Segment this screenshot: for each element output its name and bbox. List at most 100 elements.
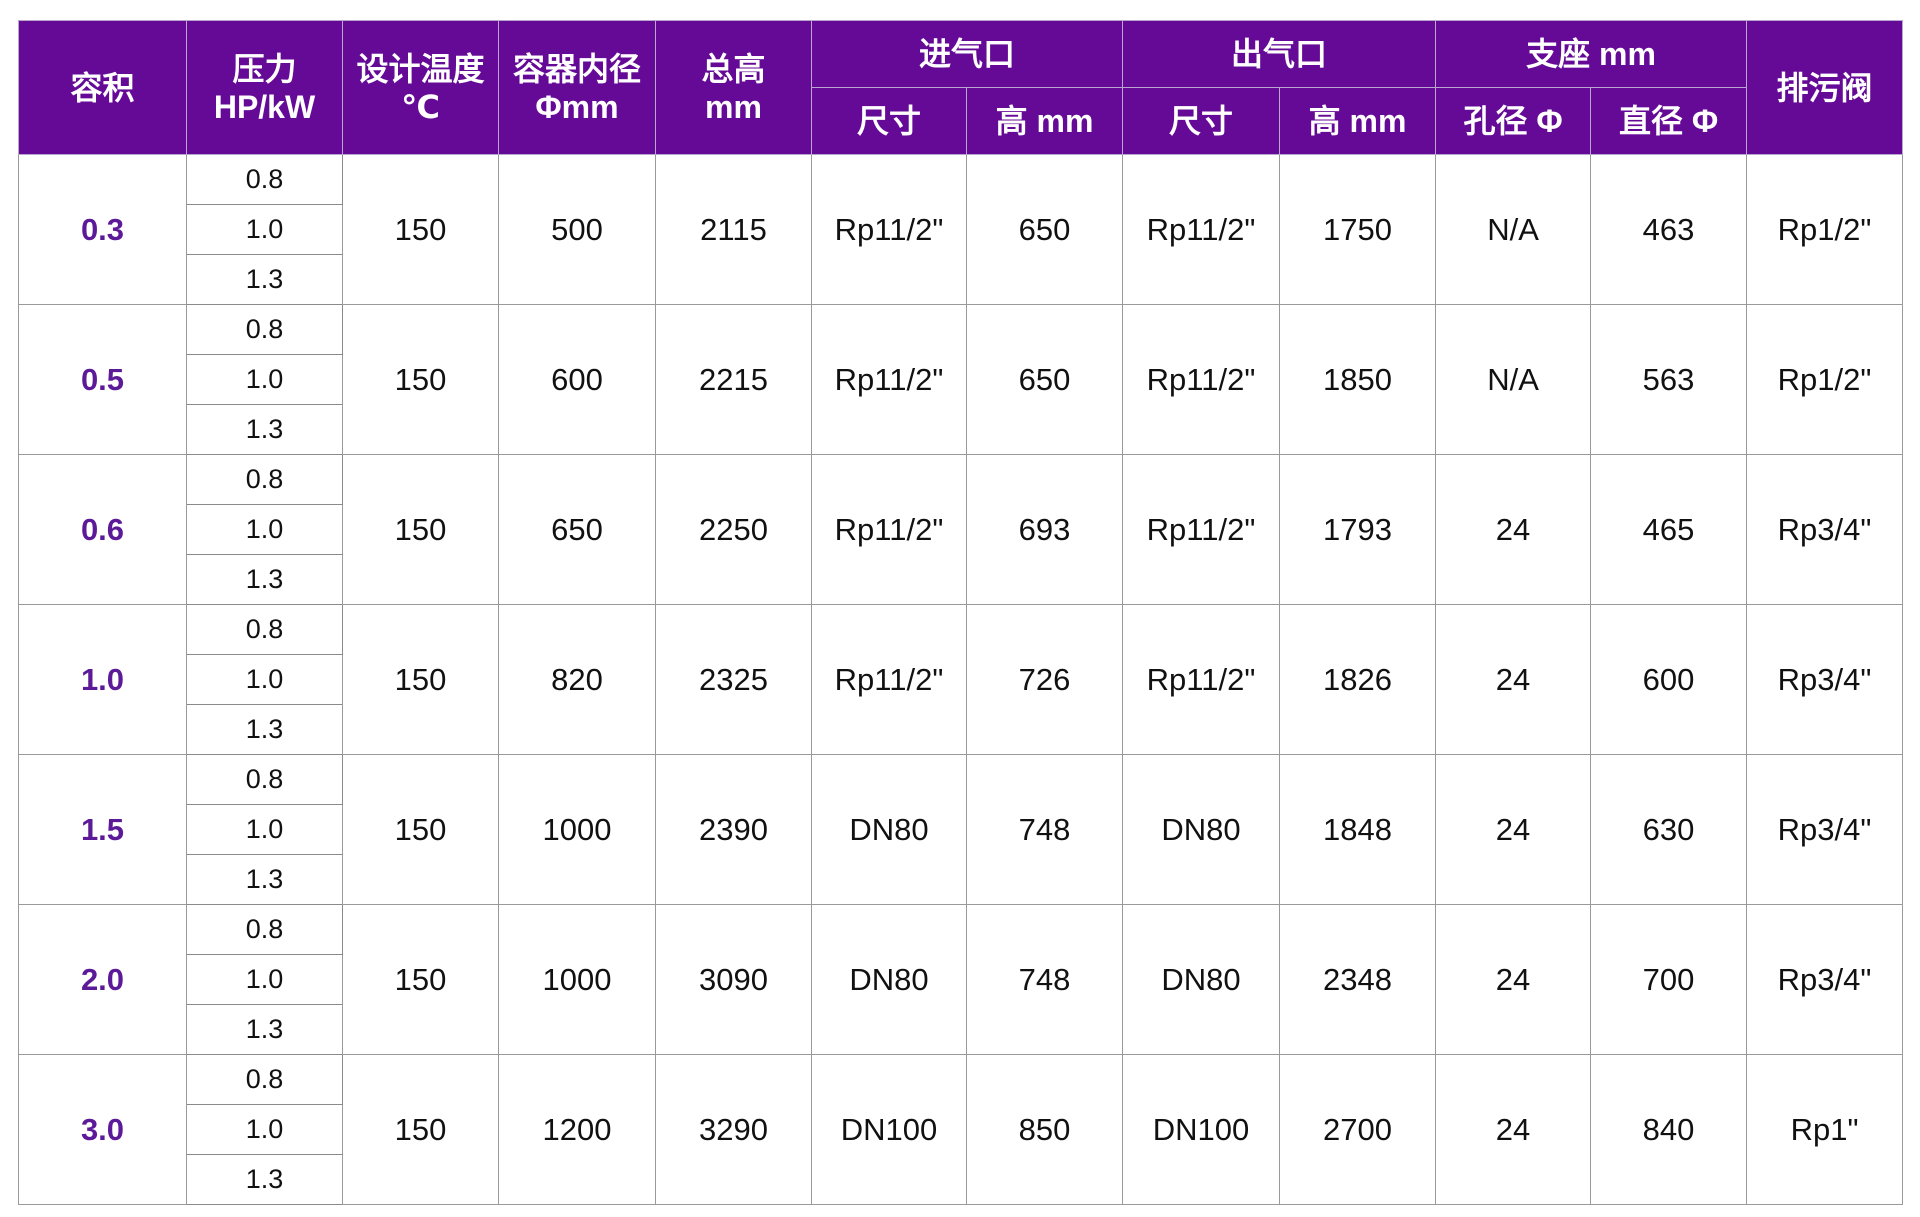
cell-pressure: 0.8 xyxy=(186,604,343,655)
cell-inner-diameter: 500 xyxy=(498,154,656,305)
cell-inlet-size: Rp11/2" xyxy=(811,154,967,305)
cell-pressure: 1.3 xyxy=(186,1154,343,1205)
cell-outlet-size: DN100 xyxy=(1122,1054,1281,1205)
cell-pressure: 1.0 xyxy=(186,204,343,255)
cell-capacity: 0.5 xyxy=(18,304,187,455)
cell-pressure: 0.8 xyxy=(186,904,343,955)
cell-hole-diameter: 24 xyxy=(1435,904,1592,1055)
cell-hole-diameter: N/A xyxy=(1435,154,1592,305)
header-label: 设计温度 xyxy=(356,50,485,87)
cell-pressure: 1.0 xyxy=(186,654,343,705)
cell-pressure: 1.0 xyxy=(186,804,343,855)
cell-capacity: 2.0 xyxy=(18,904,187,1055)
cell-outlet-height: 2348 xyxy=(1279,904,1437,1055)
cell-pressure: 1.0 xyxy=(186,954,343,1005)
cell-support-diameter: 600 xyxy=(1590,604,1748,755)
cell-hole-diameter: 24 xyxy=(1435,604,1592,755)
header-label: 压力 xyxy=(232,50,297,87)
cell-inlet-height: 650 xyxy=(965,304,1124,455)
cell-inlet-height: 748 xyxy=(965,904,1124,1055)
header-capacity: 容积 xyxy=(18,20,187,155)
cell-inlet-size: DN100 xyxy=(811,1054,967,1205)
cell-inner-diameter: 1000 xyxy=(498,754,656,905)
header-outlet-size: 尺寸 xyxy=(1122,87,1281,155)
cell-outlet-height: 1848 xyxy=(1279,754,1437,905)
table-row: 1.3 xyxy=(19,854,1920,905)
cell-inner-diameter: 1000 xyxy=(498,904,656,1055)
cell-inner-diameter: 820 xyxy=(498,604,656,755)
cell-pressure: 1.0 xyxy=(186,504,343,555)
cell-support-diameter: 840 xyxy=(1590,1054,1748,1205)
cell-outlet-height: 2700 xyxy=(1279,1054,1437,1205)
cell-inlet-size: Rp11/2" xyxy=(811,604,967,755)
header-support-diameter: 直径 Φ xyxy=(1590,87,1748,155)
table-body: 0.3 0.8 150 500 2115 Rp11/2" 650 Rp11/2" 1750 N/A… xyxy=(18,154,1920,1205)
header-inlet-size: 尺寸 xyxy=(811,87,967,155)
cell-design-temp: 150 xyxy=(342,604,499,755)
cell-inner-diameter: 1200 xyxy=(498,1054,656,1205)
cell-inlet-size: DN80 xyxy=(811,904,967,1055)
header-design-temp: 设计温度 ℃ xyxy=(342,20,499,155)
cell-hole-diameter: N/A xyxy=(1435,304,1592,455)
cell-inlet-height: 693 xyxy=(965,454,1124,605)
table-row: 2.0 0.8 150 1000 3090 DN80 748 DN80 2348 24 700 Rp3… xyxy=(18,904,1920,1055)
cell-support-diameter: 630 xyxy=(1590,754,1748,905)
cell-pressure: 0.8 xyxy=(186,454,343,505)
cell-pressure: 0.8 xyxy=(186,154,343,205)
cell-total-height: 3090 xyxy=(655,904,812,1055)
header-hole-diameter: 孔径 Φ xyxy=(1435,87,1592,155)
cell-design-temp: 150 xyxy=(342,904,499,1055)
cell-pressure: 0.8 xyxy=(186,304,343,355)
cell-pressure: 1.0 xyxy=(186,1104,343,1155)
table-row: 0.6 0.8 150 650 2250 Rp11/2" 693 Rp11/2" 1793 24 4… xyxy=(18,454,1920,605)
cell-capacity: 1.5 xyxy=(18,754,187,905)
table-row: 1.3 xyxy=(19,254,1920,305)
cell-inlet-size: Rp11/2" xyxy=(811,454,967,605)
header-inner-diameter: 容器内径 Φmm xyxy=(498,20,656,155)
cell-outlet-height: 1826 xyxy=(1279,604,1437,755)
header-outlet-height: 高 mm xyxy=(1279,87,1437,155)
header-pressure: 压力 HP/kW xyxy=(186,20,343,155)
cell-capacity: 0.6 xyxy=(18,454,187,605)
header-inlet-height: 高 mm xyxy=(965,87,1124,155)
cell-total-height: 2115 xyxy=(655,154,812,305)
cell-design-temp: 150 xyxy=(342,304,499,455)
table-row: 0.5 0.8 150 600 2215 Rp11/2" 650 Rp11/2" 1850 N/A… xyxy=(18,304,1920,455)
cell-inlet-height: 726 xyxy=(965,604,1124,755)
cell-hole-diameter: 24 xyxy=(1435,454,1592,605)
cell-outlet-size: Rp11/2" xyxy=(1122,454,1281,605)
header-label: 容积 xyxy=(70,69,135,106)
table-row: 1.0 0.8 150 820 2325 Rp11/2" 726 Rp11/2" 1826 24 6… xyxy=(18,604,1920,755)
cell-design-temp: 150 xyxy=(342,154,499,305)
cell-hole-diameter: 24 xyxy=(1435,754,1592,905)
cell-drain-valve: Rp3/4" xyxy=(1746,754,1904,905)
cell-pressure: 1.3 xyxy=(186,854,343,905)
cell-drain-valve: Rp1/2" xyxy=(1746,304,1904,455)
header-total-height: 总高 mm xyxy=(655,20,812,155)
table-row: 3.0 0.8 150 1200 3290 DN100 850 DN100 2700 24 840 R… xyxy=(18,1054,1920,1205)
cell-total-height: 3290 xyxy=(655,1054,812,1205)
header-unit: HP/kW xyxy=(213,88,316,125)
cell-pressure: 1.3 xyxy=(186,704,343,755)
table-row: 1.0 xyxy=(19,204,1920,255)
spec-table: 容积 压力 HP/kW 设计温度 ℃ 容器内径 Φmm 总高 mm 进气口 出气口 支座… xyxy=(18,20,1920,1205)
cell-drain-valve: Rp1/2" xyxy=(1746,154,1904,305)
cell-total-height: 2215 xyxy=(655,304,812,455)
table-row: 1.5 0.8 150 1000 2390 DN80 748 DN80 1848 24 630 Rp3… xyxy=(18,754,1920,905)
cell-inlet-size: DN80 xyxy=(811,754,967,905)
cell-capacity: 3.0 xyxy=(18,1054,187,1205)
cell-total-height: 2390 xyxy=(655,754,812,905)
cell-pressure: 1.3 xyxy=(186,1004,343,1055)
cell-total-height: 2325 xyxy=(655,604,812,755)
cell-inner-diameter: 600 xyxy=(498,304,656,455)
cell-outlet-size: Rp11/2" xyxy=(1122,304,1281,455)
cell-drain-valve: Rp3/4" xyxy=(1746,454,1904,605)
table-row: 1.0 xyxy=(19,954,1920,1005)
cell-outlet-size: DN80 xyxy=(1122,754,1281,905)
table-row: 1.3 xyxy=(19,1154,1920,1205)
cell-outlet-height: 1793 xyxy=(1279,454,1437,605)
header-label: 容器内径 xyxy=(512,50,641,87)
header-unit: ℃ xyxy=(401,88,440,125)
cell-pressure: 1.3 xyxy=(186,404,343,455)
cell-drain-valve: Rp3/4" xyxy=(1746,904,1904,1055)
